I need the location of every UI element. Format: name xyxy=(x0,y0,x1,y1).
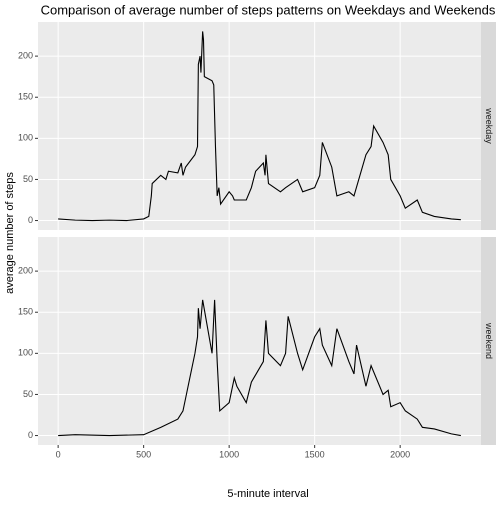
strip xyxy=(481,237,496,445)
y-tick-label: 150 xyxy=(18,92,33,102)
y-tick-label: 100 xyxy=(18,133,33,143)
x-tick-label: 0 xyxy=(56,449,61,459)
y-tick-label: 50 xyxy=(23,389,33,399)
x-tick-label: 1000 xyxy=(219,449,239,459)
panel-background xyxy=(38,237,481,445)
y-tick-label: 0 xyxy=(28,215,33,225)
chart-title: Comparison of average number of steps pa… xyxy=(41,2,496,17)
x-axis-label: 5-minute interval xyxy=(227,488,308,500)
strip-label: weekend xyxy=(484,322,494,359)
line xyxy=(58,31,461,222)
strip xyxy=(481,22,496,230)
x-tick-label: 500 xyxy=(136,449,151,459)
line xyxy=(58,299,461,437)
y-tick-label: 100 xyxy=(18,348,33,358)
x-tick-label: 2000 xyxy=(390,449,410,459)
strip-label: weekday xyxy=(484,107,494,144)
y-tick-label: 200 xyxy=(18,265,33,275)
panel-background xyxy=(38,22,481,230)
y-tick-label: 50 xyxy=(23,174,33,184)
y-tick-label: 200 xyxy=(18,50,33,60)
y-tick-label: 0 xyxy=(28,430,33,440)
y-tick-label: 150 xyxy=(18,307,33,317)
x-tick-label: 1500 xyxy=(305,449,325,459)
y-axis-label: average number of steps xyxy=(4,172,16,294)
